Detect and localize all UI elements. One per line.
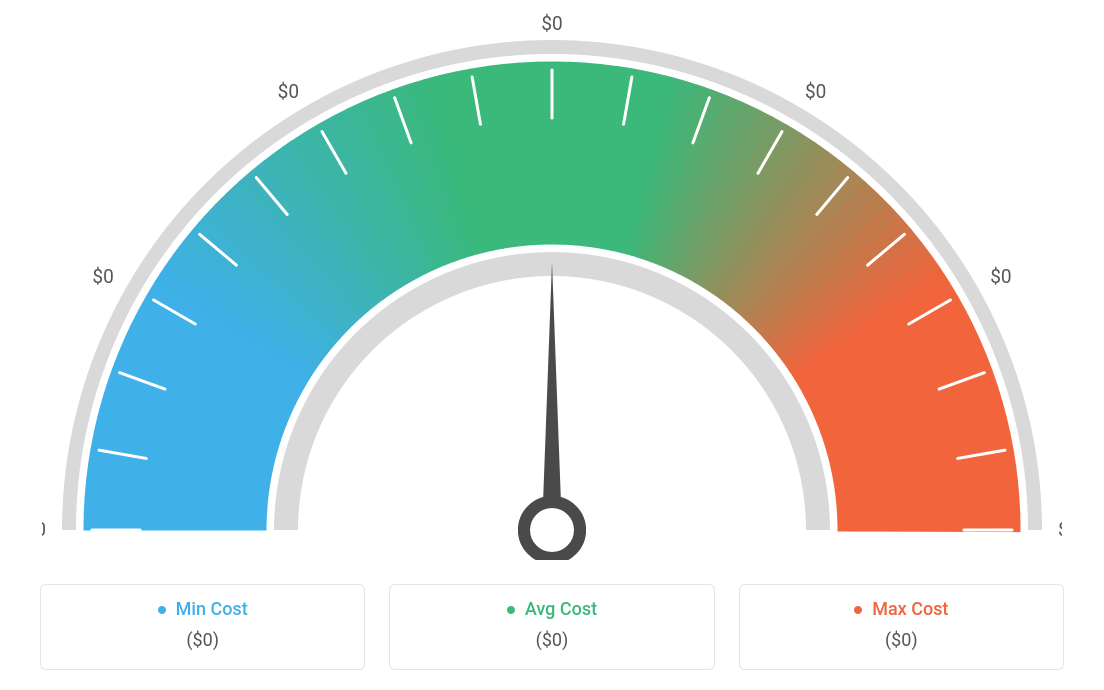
- gauge-scale-label: $0: [92, 265, 113, 288]
- cost-gauge-container: $0 $0 $0 $0 $0 $0 $0 Min Cost ($0) Avg Cost ($…: [0, 0, 1104, 690]
- legend-title-avg: Avg Cost: [507, 599, 597, 620]
- legend-value-max: ($0): [752, 630, 1051, 651]
- legend-label-max: Max Cost: [872, 599, 948, 620]
- gauge-scale-label: $0: [541, 12, 562, 35]
- gauge-svg: $0 $0 $0 $0 $0 $0 $0: [42, 0, 1062, 560]
- legend-dot-avg: [507, 606, 515, 614]
- legend-dot-min: [158, 606, 166, 614]
- legend-value-min: ($0): [53, 630, 352, 651]
- legend-title-min: Min Cost: [158, 599, 248, 620]
- legend-card-min: Min Cost ($0): [40, 584, 365, 671]
- legend-card-max: Max Cost ($0): [739, 584, 1064, 671]
- gauge-scale-label: $0: [990, 265, 1011, 288]
- gauge-scale-label: $0: [1058, 518, 1062, 541]
- gauge-chart: $0 $0 $0 $0 $0 $0 $0: [42, 0, 1062, 560]
- legend-label-avg: Avg Cost: [525, 599, 597, 620]
- gauge-scale-label: $0: [278, 80, 299, 103]
- legend-card-avg: Avg Cost ($0): [389, 584, 714, 671]
- legend-title-max: Max Cost: [854, 599, 948, 620]
- gauge-scale-label: $0: [805, 80, 826, 103]
- gauge-scale-label: $0: [42, 518, 46, 541]
- legend-value-avg: ($0): [402, 630, 701, 651]
- legend-label-min: Min Cost: [176, 599, 248, 620]
- legend-dot-max: [854, 606, 862, 614]
- legend-row: Min Cost ($0) Avg Cost ($0) Max Cost ($0…: [40, 584, 1064, 671]
